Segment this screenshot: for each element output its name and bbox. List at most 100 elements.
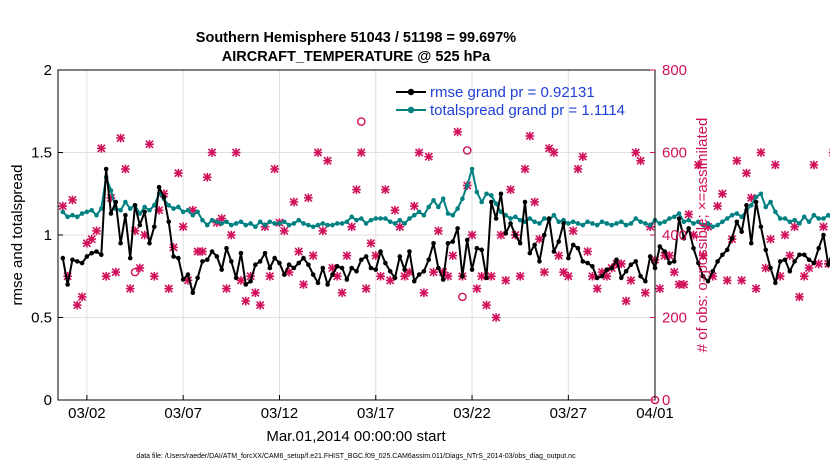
spread-point bbox=[127, 206, 133, 211]
obs-marker bbox=[125, 284, 135, 293]
obs-possible-marker bbox=[462, 146, 472, 155]
spread-point bbox=[123, 199, 128, 205]
axis-ticks: 03/02 03/07 03/12 03/17 03/22 03/27 04/0100.51… bbox=[31, 62, 687, 422]
spread-point bbox=[291, 221, 297, 226]
x-tick-label: 03/07 bbox=[164, 405, 202, 422]
obs-marker bbox=[631, 148, 641, 157]
rmse-point bbox=[546, 216, 552, 221]
obs-marker bbox=[530, 197, 539, 207]
spread-point bbox=[739, 214, 744, 220]
spread-point bbox=[469, 166, 475, 172]
obs-marker bbox=[506, 185, 515, 194]
obs-marker bbox=[669, 267, 679, 277]
rmse-point bbox=[219, 267, 224, 272]
spread-point bbox=[176, 204, 181, 210]
rmse-point bbox=[623, 269, 629, 274]
rmse-point bbox=[431, 240, 436, 246]
rmse-point bbox=[551, 249, 557, 254]
rmse-point bbox=[354, 269, 359, 274]
rmse-point bbox=[787, 269, 793, 274]
spread-point bbox=[570, 219, 576, 225]
spread-point bbox=[532, 219, 537, 225]
spread-point bbox=[811, 212, 817, 218]
spread-point bbox=[614, 221, 619, 226]
rmse-point bbox=[180, 277, 186, 282]
spread-point bbox=[310, 224, 316, 230]
rmse-point bbox=[720, 252, 725, 258]
spread-point bbox=[397, 217, 403, 223]
rmse-point bbox=[118, 240, 123, 246]
obs-marker bbox=[97, 144, 106, 153]
x-tick-label: 03/17 bbox=[357, 405, 395, 422]
obs-marker bbox=[92, 226, 101, 236]
x-tick-label: 03/27 bbox=[550, 405, 588, 422]
rmse-point bbox=[238, 250, 244, 256]
rmse-point bbox=[383, 260, 388, 266]
obs-marker bbox=[409, 201, 419, 211]
rmse-point bbox=[710, 269, 716, 274]
spread-point bbox=[315, 222, 321, 228]
rmse-point bbox=[267, 265, 273, 271]
x-tick-label: 03/12 bbox=[261, 405, 299, 422]
obs-marker bbox=[87, 234, 97, 244]
obs-marker bbox=[795, 292, 804, 302]
rmse-point bbox=[748, 240, 754, 246]
obs-marker bbox=[352, 185, 361, 194]
rmse-point bbox=[628, 262, 634, 268]
spread-point bbox=[768, 199, 773, 205]
spread-point bbox=[484, 191, 489, 197]
rmse-point bbox=[224, 245, 229, 251]
spread-point bbox=[821, 216, 826, 221]
spread-point bbox=[700, 222, 706, 228]
obs-marker bbox=[68, 195, 77, 205]
rmse-point bbox=[253, 262, 258, 268]
obs-marker bbox=[111, 267, 121, 277]
spread-point bbox=[508, 216, 513, 221]
spread-point bbox=[363, 221, 369, 226]
spread-point bbox=[638, 219, 643, 225]
spread-point bbox=[200, 217, 205, 223]
spread-point bbox=[763, 204, 769, 210]
rmse-point bbox=[320, 265, 326, 271]
rmse-point bbox=[195, 275, 200, 281]
obs-marker bbox=[780, 230, 790, 240]
rmse-point bbox=[142, 209, 147, 215]
spread-point bbox=[773, 209, 778, 215]
spread-point bbox=[368, 217, 374, 223]
spread-point bbox=[657, 221, 663, 226]
rmse-point bbox=[508, 221, 513, 226]
y2-tick-label: 600 bbox=[662, 145, 687, 162]
chart-title: Southern Hemisphere 51043 / 51198 = 99.6… bbox=[196, 30, 517, 46]
spread-point bbox=[715, 222, 720, 228]
spread-point bbox=[594, 222, 600, 228]
obs-marker bbox=[573, 164, 583, 174]
spread-point bbox=[551, 212, 557, 218]
obs-marker bbox=[414, 148, 424, 157]
obs-marker bbox=[332, 271, 342, 281]
rmse-point bbox=[248, 278, 253, 284]
rmse-point bbox=[344, 277, 350, 282]
obs-possible-marker bbox=[130, 267, 140, 277]
spread-point bbox=[281, 219, 287, 225]
obs-marker bbox=[583, 247, 592, 256]
rmse-point bbox=[70, 257, 75, 263]
rmse-point bbox=[570, 242, 576, 248]
spread-point bbox=[826, 212, 830, 218]
spread-point bbox=[537, 221, 542, 226]
x-tick-label: 03/22 bbox=[453, 405, 491, 422]
rmse-point bbox=[469, 267, 475, 272]
spread-point bbox=[204, 222, 210, 228]
rmse-point bbox=[233, 275, 239, 281]
rmse-point bbox=[359, 257, 364, 263]
obs-marker bbox=[737, 276, 746, 285]
spread-point bbox=[60, 209, 66, 215]
y-tick-label: 0 bbox=[44, 392, 52, 409]
obs-marker bbox=[135, 263, 145, 273]
spread-point bbox=[720, 219, 725, 225]
rmse-point bbox=[185, 272, 191, 277]
rmse-point bbox=[681, 236, 687, 241]
obs-marker bbox=[756, 148, 766, 157]
rmse-point bbox=[614, 257, 619, 263]
spread-point bbox=[243, 222, 249, 228]
spread-point bbox=[667, 216, 672, 221]
